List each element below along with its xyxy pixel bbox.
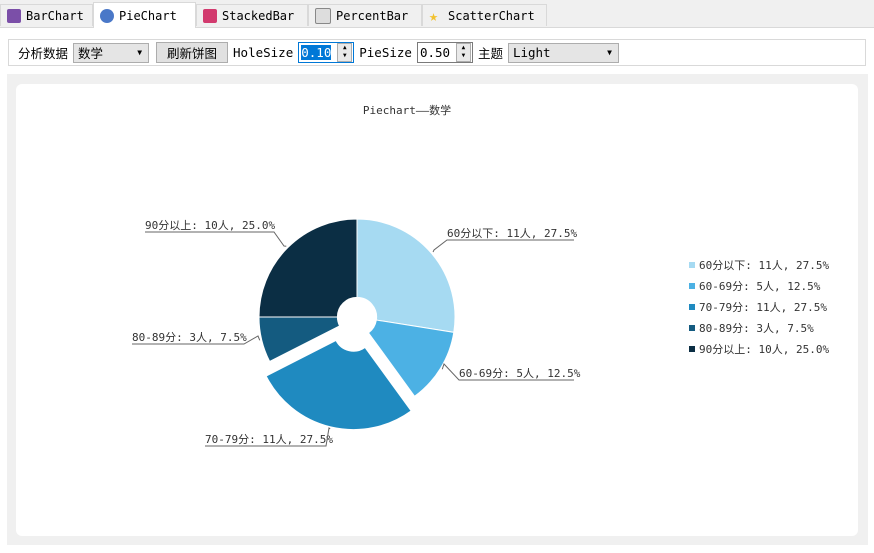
- stacked-bar-icon: [203, 8, 217, 23]
- tab-bar: BarChart PieChart StackedBar PercentBar …: [0, 0, 874, 28]
- chart-title: Piechart——数学: [363, 103, 451, 117]
- spin-arrows-icon[interactable]: ▲ ▼: [455, 43, 471, 62]
- tab-barchart[interactable]: BarChart: [0, 4, 93, 26]
- pie-slice[interactable]: [265, 339, 412, 431]
- spin-arrows-icon[interactable]: ▲ ▼: [337, 43, 353, 62]
- legend-item: 80-89分: 3人, 7.5%: [699, 322, 814, 335]
- legend-swatch: [689, 262, 695, 268]
- chevron-down-icon: ▼: [607, 48, 612, 57]
- hole-size-label: HoleSize: [233, 45, 294, 60]
- slice-label: 60分以下: 11人, 27.5%: [447, 227, 577, 240]
- pie-slice[interactable]: [367, 319, 455, 397]
- data-label: 分析数据: [18, 46, 69, 61]
- pie-slice[interactable]: [258, 218, 358, 318]
- legend-swatch: [689, 283, 695, 289]
- tab-percentbar[interactable]: PercentBar: [308, 4, 422, 26]
- legend-item: 60-69分: 5人, 12.5%: [699, 280, 821, 293]
- legend-item: 90分以上: 10人, 25.0%: [699, 343, 829, 356]
- legend-swatch: [689, 346, 695, 352]
- pie-chart: Piechart——数学 60分以下: 11人, 27.5% 60-69分: 5人…: [132, 103, 829, 447]
- pie-size-spinbox[interactable]: 0.50 ▲ ▼: [416, 42, 473, 63]
- tab-piechart[interactable]: PieChart: [93, 2, 196, 28]
- pie-chart-icon: [100, 8, 114, 23]
- slice-label: 70-79分: 11人, 27.5%: [205, 433, 333, 446]
- leader-line: [145, 231, 287, 247]
- chart-area: Piechart——数学 60分以下: 11人, 27.5% 60-69分: 5人…: [16, 84, 858, 536]
- toolbar: 分析数据 数学 ▼ 刷新饼图 HoleSize 0.10 ▲ ▼ PieSize 0.…: [8, 39, 866, 66]
- slice-label: 90分以上: 10人, 25.0%: [145, 219, 275, 232]
- percent-bar-icon: [315, 7, 331, 24]
- legend-swatch: [689, 304, 695, 310]
- pie-slice[interactable]: [356, 218, 456, 333]
- theme-label: 主题: [477, 46, 503, 61]
- leader-line: [205, 427, 331, 447]
- slice-label: 80-89分: 3人, 7.5%: [132, 331, 247, 344]
- pie-size-label: PieSize: [359, 45, 412, 60]
- slice-label: 60-69分: 5人, 12.5%: [459, 367, 581, 380]
- legend-item: 60分以下: 11人, 27.5%: [699, 259, 829, 272]
- tab-stackedbar[interactable]: StackedBar: [196, 4, 308, 26]
- legend-swatch: [689, 325, 695, 331]
- star-icon: ★: [429, 6, 439, 25]
- theme-select[interactable]: Light ▼: [507, 42, 619, 63]
- leader-line: [432, 239, 574, 253]
- chevron-down-icon: ▼: [137, 48, 143, 57]
- data-select[interactable]: 数学 ▼: [73, 42, 150, 63]
- leader-line: [441, 363, 574, 381]
- legend-item: 70-79分: 11人, 27.5%: [699, 301, 827, 314]
- leader-line: [132, 335, 261, 345]
- hole-size-spinbox[interactable]: 0.10 ▲ ▼: [298, 42, 355, 63]
- chart-view: Piechart——数学 60分以下: 11人, 27.5% 60-69分: 5人…: [7, 74, 868, 545]
- bar-chart-icon: [7, 8, 21, 23]
- tab-scatterchart[interactable]: ★ ScatterChart: [422, 4, 547, 26]
- refresh-pie-button[interactable]: 刷新饼图: [156, 42, 229, 63]
